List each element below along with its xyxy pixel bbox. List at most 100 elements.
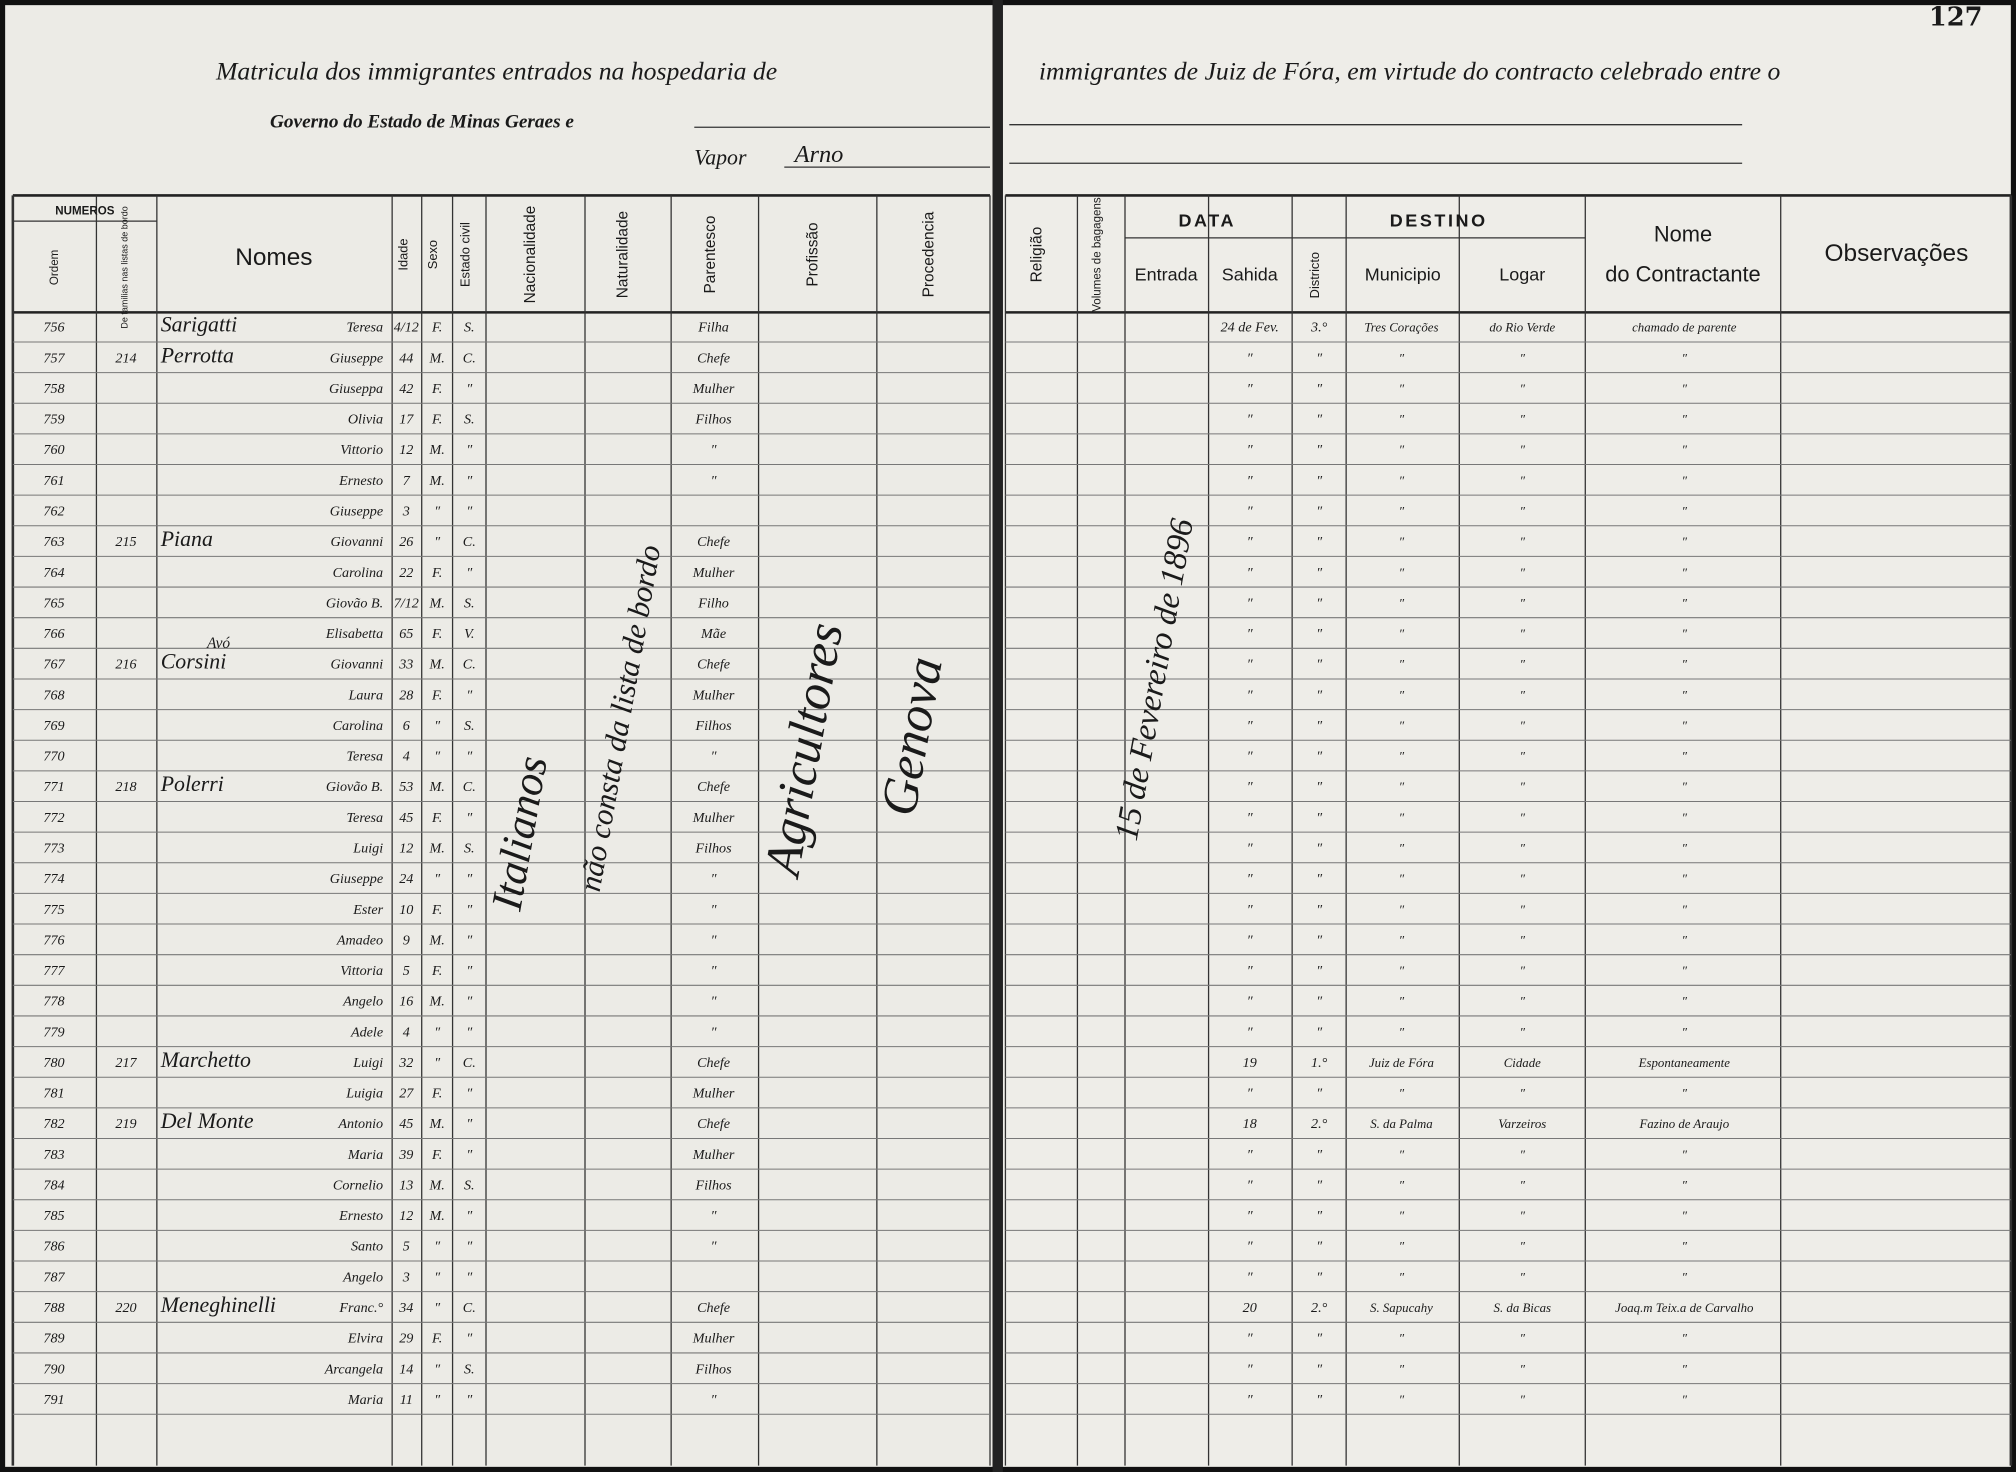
logar: ″ <box>1520 688 1526 702</box>
estado-civil: ″ <box>466 565 473 581</box>
contractante: ″ <box>1682 1240 1688 1254</box>
sexo: M. <box>428 840 444 856</box>
parentesco: Chefe <box>697 779 730 795</box>
nome: Maria <box>347 1392 383 1408</box>
ordem: 785 <box>43 1208 64 1224</box>
ordem: 767 <box>43 657 65 673</box>
sexo: F. <box>431 963 442 979</box>
column-header: do Contractante <box>1605 262 1760 287</box>
idade: 42 <box>399 381 413 397</box>
municipio: ″ <box>1399 719 1405 733</box>
column-header: De familias nas listas de bordo <box>119 206 129 328</box>
logar: ″ <box>1520 535 1526 549</box>
parentesco: Mulher <box>692 687 735 703</box>
contractante: ″ <box>1682 627 1688 641</box>
contractante: ″ <box>1682 566 1688 580</box>
ordem: 756 <box>43 320 64 336</box>
column-header: Districto <box>1307 252 1322 298</box>
idade: 28 <box>399 687 413 703</box>
sahida: ″ <box>1247 963 1254 979</box>
parentesco: Mulher <box>692 381 735 397</box>
column-header: Profissão <box>805 222 822 286</box>
parentesco: Mulher <box>692 1086 735 1102</box>
sexo: M. <box>428 932 444 948</box>
parentesco: ″ <box>711 1208 718 1224</box>
sexo: M. <box>428 442 444 458</box>
idade: 4 <box>403 749 410 765</box>
ordem: 782 <box>43 1116 64 1132</box>
nome: Carolina <box>333 565 384 581</box>
idade: 11 <box>400 1392 413 1408</box>
contractante: ″ <box>1682 1270 1688 1284</box>
nome: Luigia <box>345 1086 383 1102</box>
estado-civil: ″ <box>466 1208 473 1224</box>
municipio: ″ <box>1399 1178 1405 1192</box>
municipio: ″ <box>1399 351 1405 365</box>
contractante: ″ <box>1682 903 1688 917</box>
nome: Arcangela <box>324 1361 383 1377</box>
parentesco: Mulher <box>692 1331 735 1347</box>
districto: 3.° <box>1310 320 1328 336</box>
districto: ″ <box>1316 381 1323 397</box>
estado-civil: S. <box>464 595 475 611</box>
logar: ″ <box>1520 658 1526 672</box>
districto: 1.° <box>1311 1055 1328 1071</box>
parentesco: Filhos <box>695 718 733 734</box>
column-header: Municipio <box>1365 264 1441 284</box>
logar: ″ <box>1520 504 1526 518</box>
districto: ″ <box>1316 1024 1323 1040</box>
sexo: M. <box>428 473 444 489</box>
nome: Giuseppe <box>330 503 383 519</box>
sexo: F. <box>431 810 442 826</box>
idade: 26 <box>399 534 413 550</box>
sobrenome: Sarigatti <box>161 313 237 337</box>
sahida: ″ <box>1247 1392 1254 1408</box>
estado-civil: C. <box>463 350 476 366</box>
municipio: ″ <box>1399 535 1405 549</box>
idade: 13 <box>399 1177 413 1193</box>
column-header: Nomes <box>235 244 312 271</box>
familia: 220 <box>115 1300 136 1316</box>
idade: 12 <box>399 442 413 458</box>
vapor-label: Vapor <box>694 146 747 170</box>
parentesco: ″ <box>711 902 718 918</box>
sexo: ″ <box>434 1392 441 1408</box>
nome: Amadeo <box>336 932 383 948</box>
idade: 14 <box>399 1361 413 1377</box>
sexo: M. <box>428 350 444 366</box>
ordem: 790 <box>43 1361 64 1377</box>
ordem: 770 <box>43 749 64 765</box>
sahida: ″ <box>1247 381 1254 397</box>
contractante: ″ <box>1682 841 1688 855</box>
logar: ″ <box>1520 596 1526 610</box>
municipio: S. da Palma <box>1370 1117 1432 1131</box>
sexo: F. <box>431 412 442 428</box>
logar: ″ <box>1520 1240 1526 1254</box>
municipio: ″ <box>1399 780 1405 794</box>
sexo: M. <box>428 1208 444 1224</box>
logar: ″ <box>1520 351 1526 365</box>
ordem: 772 <box>43 810 64 826</box>
sahida: ″ <box>1247 1024 1254 1040</box>
table-grid <box>11 194 2013 1466</box>
idade: 33 <box>398 657 413 673</box>
estado-civil: ″ <box>466 1116 473 1132</box>
column-header: Religião <box>1028 227 1045 283</box>
ordem: 774 <box>43 871 64 887</box>
districto: ″ <box>1316 1239 1323 1255</box>
contractante: ″ <box>1682 351 1688 365</box>
districto: 2.° <box>1311 1116 1328 1132</box>
column-header: NUMEROS <box>55 206 114 218</box>
estado-civil: ″ <box>466 473 473 489</box>
municipio: ″ <box>1399 566 1405 580</box>
contractante: Espontaneamente <box>1638 1056 1731 1070</box>
sobrenome: Meneghinelli <box>160 1293 276 1317</box>
nome: Giovão B. <box>326 779 383 795</box>
left-page <box>5 5 993 1467</box>
nome: Ernesto <box>338 1208 383 1224</box>
sahida: ″ <box>1247 1177 1254 1193</box>
sahida: ″ <box>1247 534 1254 550</box>
sahida: 19 <box>1243 1055 1257 1071</box>
districto: ″ <box>1316 1269 1323 1285</box>
